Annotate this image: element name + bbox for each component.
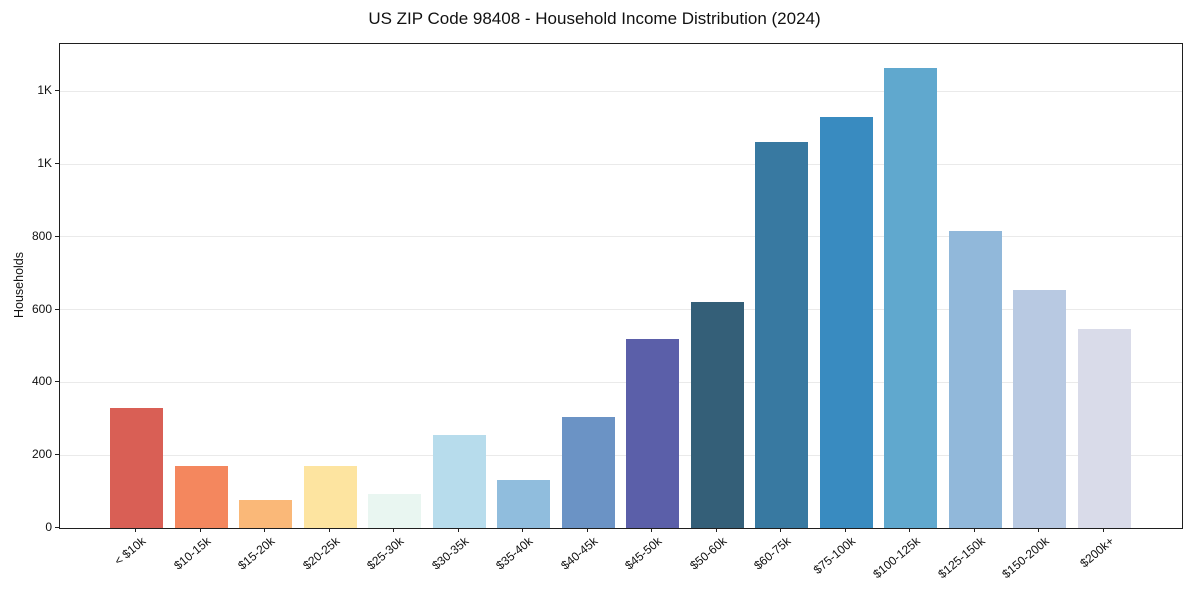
y-tick-mark [55, 381, 59, 383]
x-tick-label: $150-200k [999, 534, 1052, 582]
y-tick-mark [55, 454, 59, 456]
y-tick-mark [55, 308, 59, 310]
bar [690, 302, 744, 528]
x-tick-mark [1038, 528, 1040, 532]
x-tick-label: $100-125k [870, 534, 923, 582]
x-tick-label: $75-100k [811, 534, 859, 577]
x-tick-mark [328, 528, 330, 532]
x-tick-label: $50-60k [687, 534, 730, 573]
x-tick-label: $25-30k [364, 534, 407, 573]
x-tick-label: $30-35k [428, 534, 472, 573]
bar [626, 338, 680, 528]
bar [432, 435, 486, 528]
x-tick-mark [973, 528, 975, 532]
y-tick-label: 400 [31, 374, 52, 389]
y-tick-label: 1K [37, 156, 52, 171]
bar [497, 479, 551, 528]
bar [819, 116, 873, 528]
bar [303, 466, 357, 528]
x-tick-mark [393, 528, 395, 532]
gridline [60, 454, 1182, 456]
gridline [60, 236, 1182, 238]
x-tick-mark [651, 528, 653, 532]
x-tick-mark [586, 528, 588, 532]
y-tick-mark [55, 527, 59, 528]
gridline [60, 381, 1182, 383]
chart-title: US ZIP Code 98408 - Household Income Dis… [368, 9, 821, 28]
x-tick-mark [457, 528, 459, 532]
x-tick-label: $15-20k [235, 534, 278, 573]
y-tick-mark [55, 163, 59, 165]
bar [561, 417, 615, 528]
x-tick-label: $35-40k [493, 534, 536, 573]
x-tick-label: $20-25k [299, 534, 343, 573]
x-tick-mark [844, 528, 846, 532]
x-tick-mark [264, 528, 266, 532]
gridline [60, 163, 1182, 165]
bar [1077, 328, 1131, 528]
y-tick-label: 600 [31, 301, 52, 316]
y-tick-label: 1K [37, 83, 52, 98]
y-tick-label: 800 [31, 228, 52, 243]
plot-area [59, 43, 1183, 529]
gridline [60, 309, 1182, 311]
x-tick-mark [780, 528, 782, 532]
bar [1013, 289, 1067, 528]
bar [884, 67, 938, 528]
bar [755, 142, 809, 528]
x-tick-label: $200k+ [1077, 534, 1117, 571]
bar [948, 231, 1002, 528]
x-tick-label: $60-75k [751, 534, 794, 573]
x-tick-label: $10-15k [170, 534, 214, 573]
y-tick-label: 0 [45, 520, 52, 534]
x-tick-mark [1102, 528, 1104, 532]
y-axis-label: Households [12, 251, 26, 319]
x-tick-label: $125-150k [934, 534, 988, 582]
bar [239, 499, 293, 528]
x-tick-mark [522, 528, 524, 532]
x-tick-label: $45-50k [622, 534, 665, 573]
bar [174, 466, 228, 528]
bar [368, 494, 422, 528]
y-tick-label: 200 [31, 447, 52, 462]
x-tick-label: $40-45k [558, 534, 601, 573]
x-tick-mark [199, 528, 201, 532]
x-tick-mark [135, 528, 136, 532]
y-tick-mark [55, 235, 59, 237]
bar [110, 407, 163, 528]
y-tick-mark [55, 90, 59, 92]
x-tick-mark [909, 528, 911, 532]
gridline [60, 90, 1182, 92]
x-tick-label: < $10k [111, 534, 149, 569]
x-tick-mark [715, 528, 717, 532]
